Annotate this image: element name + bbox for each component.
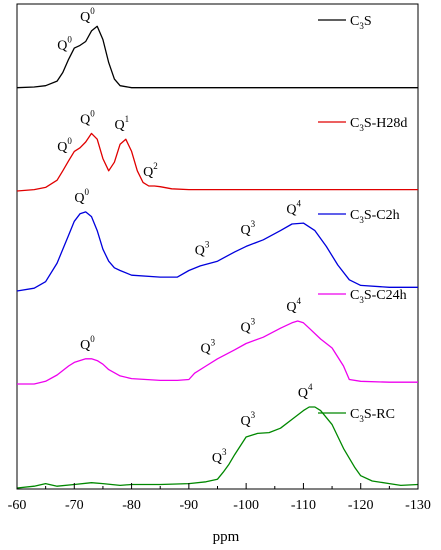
series-line-c3s — [16, 25, 418, 89]
peak-label-q2: Q2 — [143, 161, 158, 180]
legend-label: C3S-C24h — [350, 288, 407, 305]
peak-label-q3: Q3 — [200, 337, 215, 356]
peak-label-q4: Q4 — [286, 296, 301, 315]
legend-layer: C3S C3S-H28d C3S-C2h C3S-C24h C3S-RC — [318, 14, 407, 424]
legend-label: C3S-C2h — [350, 208, 400, 225]
legend-item-c3s: C3S — [318, 14, 372, 31]
legend-item-c3s-rc: C3S-RC — [318, 407, 395, 424]
peak-label-q3: Q3 — [212, 447, 227, 466]
peak-label-q3: Q3 — [241, 410, 256, 429]
peak-label-q0: Q0 — [80, 6, 95, 25]
legend-label: C3S-RC — [350, 407, 395, 424]
x-tick-label: -130 — [405, 498, 431, 513]
peak-label-q4: Q4 — [298, 382, 313, 401]
peak-label-q0: Q0 — [80, 334, 95, 353]
peak-label-q3: Q3 — [195, 239, 210, 258]
x-tick-label: -60 — [8, 498, 27, 513]
legend-label: C3S — [350, 14, 372, 31]
peak-label-q3: Q3 — [241, 316, 256, 335]
peak-label-q0: Q0 — [74, 187, 89, 206]
peak-label-q0: Q0 — [57, 136, 72, 155]
legend-item-c3s-h28d: C3S-H28d — [318, 116, 407, 133]
peak-label-q4: Q4 — [286, 199, 301, 218]
series-line-c3s-c24h — [17, 320, 418, 385]
series-layer — [16, 25, 419, 489]
legend-item-c3s-c2h: C3S-C2h — [318, 208, 400, 225]
x-tick-label: -80 — [122, 498, 141, 513]
peak-label-q1: Q1 — [115, 114, 130, 133]
annotation-layer: Q0 Q0 Q0 Q0 Q1 Q2 Q0 Q3 Q3 Q4 Q0 Q3 Q3 Q4 Q3 Q3 Q4 — [57, 6, 313, 466]
x-axis: -60 -70 -80 -90 -100 -110 -120 -130 — [8, 483, 431, 513]
x-tick-label: -100 — [233, 498, 259, 513]
x-axis-title: ppm — [213, 529, 240, 545]
series-line-c3s-c2h — [16, 211, 418, 292]
x-tick-label: -120 — [348, 498, 374, 513]
x-tick-label: -110 — [291, 498, 316, 513]
legend-label: C3S-H28d — [350, 116, 407, 133]
x-tick-label: -70 — [65, 498, 84, 513]
peak-label-q0: Q0 — [80, 108, 95, 127]
peak-label-q0: Q0 — [57, 34, 72, 53]
series-line-c3s-rc — [16, 406, 419, 489]
series-line-c3s-h28d — [16, 132, 418, 192]
x-tick-label: -90 — [180, 498, 199, 513]
peak-label-q3: Q3 — [241, 219, 256, 238]
legend-item-c3s-c24h: C3S-C24h — [318, 288, 407, 305]
